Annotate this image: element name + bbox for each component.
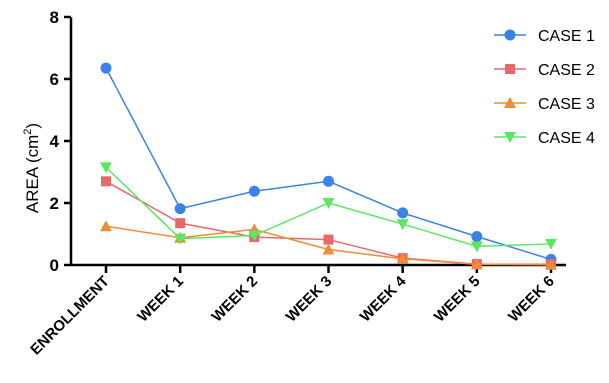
data-point	[397, 207, 409, 219]
legend-marker	[504, 29, 516, 41]
data-point	[174, 233, 187, 245]
data-point	[100, 220, 112, 232]
data-point	[174, 203, 186, 215]
x-tick-label: WEEK 3	[283, 273, 336, 326]
y-tick-label: 2	[50, 194, 59, 213]
data-point	[470, 258, 483, 270]
y-tick-label: 4	[50, 132, 60, 151]
legend-label: CASE 3	[538, 96, 595, 113]
data-point	[248, 230, 261, 242]
legend-item: CASE 1	[494, 28, 595, 45]
x-tick-label: WEEK 2	[208, 273, 261, 326]
x-tick-label: WEEK 6	[505, 273, 558, 326]
legend-item: CASE 2	[494, 62, 595, 79]
y-ticks: 0 2 4 6 8	[50, 8, 71, 275]
data-point	[545, 258, 557, 270]
data-point	[470, 241, 483, 253]
data-point	[322, 243, 335, 255]
data-point	[396, 219, 409, 231]
x-tick-label: WEEK 1	[134, 273, 187, 326]
data-point	[545, 238, 557, 250]
legend-item: CASE 3	[494, 96, 595, 113]
legend-item: CASE 4	[494, 130, 595, 147]
y-tick-label: 6	[50, 70, 59, 89]
x-tick-label: ENROLLMENT	[27, 273, 113, 359]
y-tick-label: 8	[50, 8, 59, 27]
legend-label: CASE 4	[538, 130, 595, 147]
data-point	[471, 230, 483, 242]
legend-label: CASE 2	[538, 62, 595, 79]
series-2	[101, 176, 556, 270]
data-point	[396, 252, 409, 264]
data-point	[100, 162, 112, 174]
data-point	[248, 185, 260, 197]
series-4	[100, 162, 557, 253]
legend-marker	[505, 64, 515, 74]
x-ticks: ENROLLMENT WEEK 1 WEEK 2 WEEK 3 WEEK 4 WEEK 5…	[27, 265, 558, 358]
data-point	[100, 62, 112, 74]
series-1	[100, 62, 557, 265]
x-tick-label: WEEK 5	[431, 273, 484, 326]
data-point	[323, 175, 334, 187]
series-layer	[100, 62, 557, 270]
y-axis-label: AREA (cm2)	[22, 123, 42, 213]
y-tick-label: 0	[50, 256, 59, 275]
data-point	[323, 234, 334, 245]
legend: CASE 1 CASE 2 CASE 3 CASE 4	[494, 28, 595, 147]
legend-marker	[504, 97, 516, 108]
legend-marker	[504, 132, 516, 143]
data-point	[101, 176, 111, 187]
x-tick-label: WEEK 4	[357, 272, 410, 325]
data-point	[322, 198, 335, 209]
legend-label: CASE 1	[538, 28, 595, 45]
data-point	[175, 218, 186, 229]
